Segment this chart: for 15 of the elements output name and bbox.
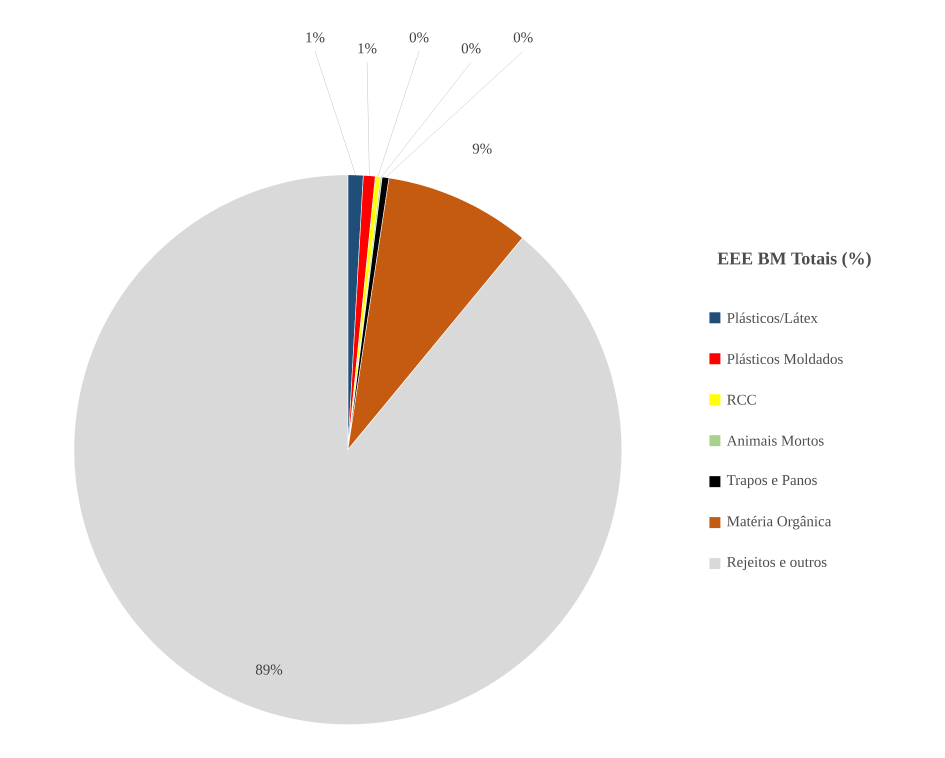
data-label: 0% [462, 43, 481, 54]
legend-label: Matéria Orgânica [727, 516, 832, 530]
data-label: 9% [472, 144, 492, 154]
legend-label: Rejeitos e outros [727, 557, 827, 570]
data-label: 1% [306, 32, 324, 43]
data-label: 0% [410, 32, 429, 43]
legend-label: Plásticos Moldados [727, 354, 843, 364]
legend-label: RCC [727, 394, 756, 405]
legend-label: Plásticos/Látex [727, 312, 818, 324]
data-label: 0% [514, 32, 533, 43]
data-label: 1% [358, 43, 376, 54]
legend-label: Trapos e Panos [726, 475, 817, 488]
data-label: 89% [256, 664, 282, 675]
legend-title: EEE BM Totais (%) [718, 252, 871, 268]
legend-label: Animais Mortos [726, 436, 824, 446]
